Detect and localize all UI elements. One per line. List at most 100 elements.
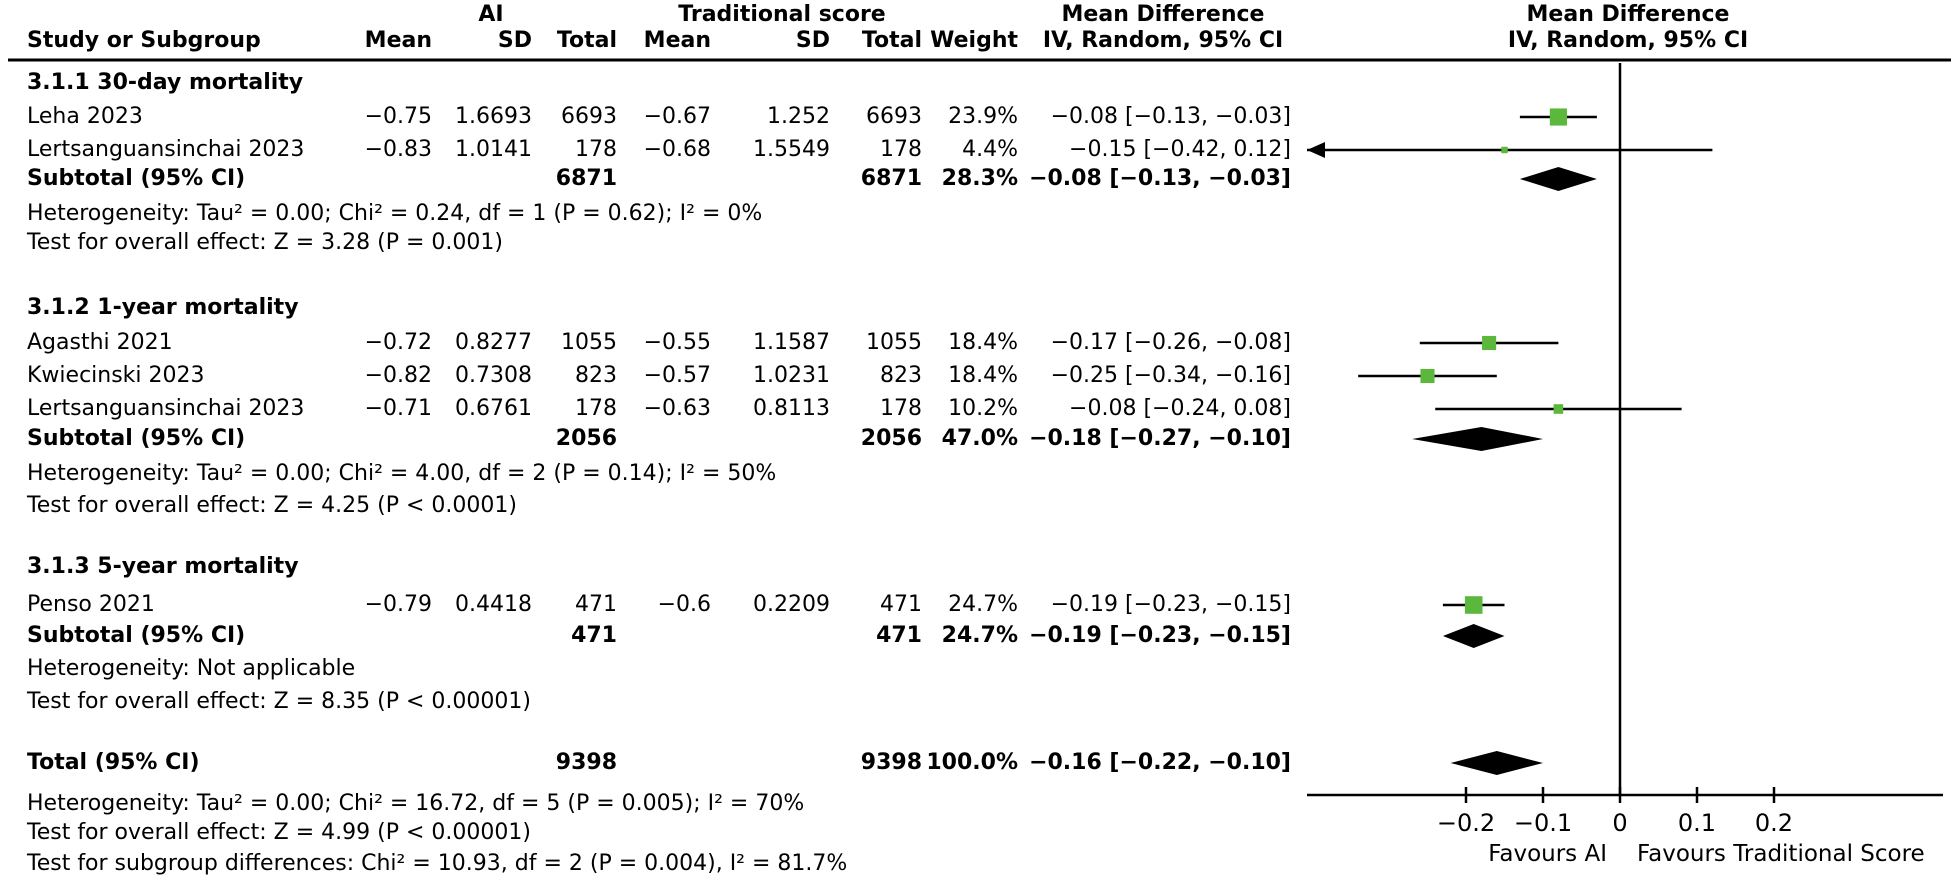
weight-value: 24.7%: [948, 592, 1018, 617]
ai-total: 471: [575, 592, 617, 617]
header-md-text-title: Mean Difference: [1061, 2, 1265, 27]
md-ci-value: −0.19 [−0.23, −0.15]: [1029, 623, 1291, 648]
study-label: Lertsanguansinchai 2023: [27, 396, 305, 421]
trad-mean: −0.57: [643, 363, 711, 388]
ai-mean: −0.82: [364, 363, 432, 388]
heterogeneity-text: Heterogeneity: Tau² = 0.00; Chi² = 16.72…: [27, 791, 805, 816]
heterogeneity-text: Heterogeneity: Tau² = 0.00; Chi² = 0.24,…: [27, 201, 763, 226]
axis-tick-label: 0.2: [1755, 809, 1793, 837]
trad-sd: 1.5549: [753, 137, 830, 162]
md-ci-value: −0.17 [−0.26, −0.08]: [1050, 330, 1291, 355]
axis-tick-label: 0.1: [1678, 809, 1716, 837]
ai-mean: −0.72: [364, 330, 432, 355]
subtotal-label: Subtotal (95% CI): [27, 166, 246, 191]
md-ci-value: −0.08 [−0.13, −0.03]: [1029, 166, 1291, 191]
header-trad-total: Total: [861, 28, 922, 53]
weight-value: 24.7%: [941, 623, 1018, 648]
trad-total: 178: [880, 396, 922, 421]
header-md-text-subtitle: IV, Random, 95% CI: [1042, 28, 1284, 53]
effect-marker: [1482, 335, 1497, 351]
study-label: Penso 2021: [27, 592, 155, 617]
header-trad-sd: SD: [795, 28, 830, 53]
header-md-plot-title: Mean Difference: [1526, 2, 1730, 27]
trad-total: 471: [876, 623, 922, 648]
trad-mean: −0.6: [657, 592, 711, 617]
ai-mean: −0.71: [364, 396, 432, 421]
weight-value: 100.0%: [926, 750, 1018, 775]
subtotal-diamond: [1519, 167, 1597, 191]
overall-effect-text: Test for overall effect: Z = 8.35 (P < 0…: [27, 689, 531, 714]
ai-total: 2056: [555, 426, 617, 451]
ai-total: 471: [571, 623, 617, 648]
study-label: Agasthi 2021: [27, 330, 173, 355]
subtotal-label: Subtotal (95% CI): [27, 426, 246, 451]
ai-sd: 1.0141: [455, 137, 532, 162]
effect-marker: [1501, 146, 1508, 154]
trad-total: 9398: [860, 750, 922, 775]
ai-sd: 0.6761: [455, 396, 532, 421]
weight-value: 28.3%: [941, 166, 1018, 191]
trad-mean: −0.63: [643, 396, 711, 421]
md-ci-value: −0.19 [−0.23, −0.15]: [1050, 592, 1291, 617]
header-ai-total: Total: [556, 28, 617, 53]
trad-total: 178: [880, 137, 922, 162]
header-weight-col: Weight: [930, 28, 1018, 53]
axis-tick-label: −0.1: [1514, 809, 1572, 837]
heterogeneity-text: Heterogeneity: Tau² = 0.00; Chi² = 4.00,…: [27, 461, 777, 486]
weight-value: 4.4%: [962, 137, 1018, 162]
trad-sd: 0.2209: [753, 592, 830, 617]
weight-value: 18.4%: [948, 363, 1018, 388]
heterogeneity-text: Heterogeneity: Not applicable: [27, 656, 356, 681]
md-ci-value: −0.08 [−0.24, 0.08]: [1069, 396, 1291, 421]
study-label: Leha 2023: [27, 104, 143, 129]
trad-total: 823: [880, 363, 922, 388]
ai-total: 178: [575, 137, 617, 162]
ai-sd: 0.7308: [455, 363, 532, 388]
ci-arrow-left: [1307, 142, 1325, 158]
ai-total: 178: [575, 396, 617, 421]
header-md-plot-subtitle: IV, Random, 95% CI: [1507, 28, 1749, 53]
ai-mean: −0.83: [364, 137, 432, 162]
trad-total: 471: [880, 592, 922, 617]
weight-value: 23.9%: [948, 104, 1018, 129]
total-label: Total (95% CI): [27, 750, 200, 775]
trad-total: 6871: [860, 166, 922, 191]
ai-sd: 0.4418: [455, 592, 532, 617]
trad-sd: 1.252: [767, 104, 830, 129]
trad-total: 6693: [866, 104, 922, 129]
md-ci-value: −0.25 [−0.34, −0.16]: [1050, 363, 1291, 388]
trad-total: 2056: [860, 426, 922, 451]
subgroup-heading: 3.1.1 30-day mortality: [27, 70, 304, 95]
header-traditional-group: Traditional score: [678, 2, 886, 27]
subtotal-label: Subtotal (95% CI): [27, 623, 246, 648]
overall-effect-text: Test for overall effect: Z = 4.25 (P < 0…: [27, 493, 517, 518]
trad-sd: 0.8113: [753, 396, 830, 421]
weight-value: 10.2%: [948, 396, 1018, 421]
effect-marker: [1420, 368, 1435, 384]
axis-tick-label: −0.2: [1437, 809, 1495, 837]
trad-sd: 1.1587: [753, 330, 830, 355]
axis-tick-label: 0: [1612, 809, 1627, 837]
trad-mean: −0.68: [643, 137, 711, 162]
subgroup-heading: 3.1.2 1-year mortality: [27, 295, 299, 320]
header-ai-group: AI: [478, 2, 504, 27]
effect-marker: [1464, 596, 1483, 614]
header-ai-mean: Mean: [364, 28, 432, 53]
weight-value: 47.0%: [941, 426, 1018, 451]
effect-marker: [1553, 404, 1564, 414]
subgroup-heading: 3.1.3 5-year mortality: [27, 554, 299, 579]
header-ai-sd: SD: [497, 28, 532, 53]
md-ci-value: −0.18 [−0.27, −0.10]: [1029, 426, 1291, 451]
ai-total: 1055: [561, 330, 617, 355]
ai-mean: −0.75: [364, 104, 432, 129]
ai-total: 9398: [555, 750, 617, 775]
md-ci-value: −0.15 [−0.42, 0.12]: [1069, 137, 1291, 162]
subtotal-diamond: [1412, 427, 1543, 451]
ai-total: 6871: [555, 166, 617, 191]
ai-mean: −0.79: [364, 592, 432, 617]
trad-mean: −0.55: [643, 330, 711, 355]
subtotal-diamond: [1442, 624, 1505, 648]
md-ci-value: −0.08 [−0.13, −0.03]: [1050, 104, 1291, 129]
